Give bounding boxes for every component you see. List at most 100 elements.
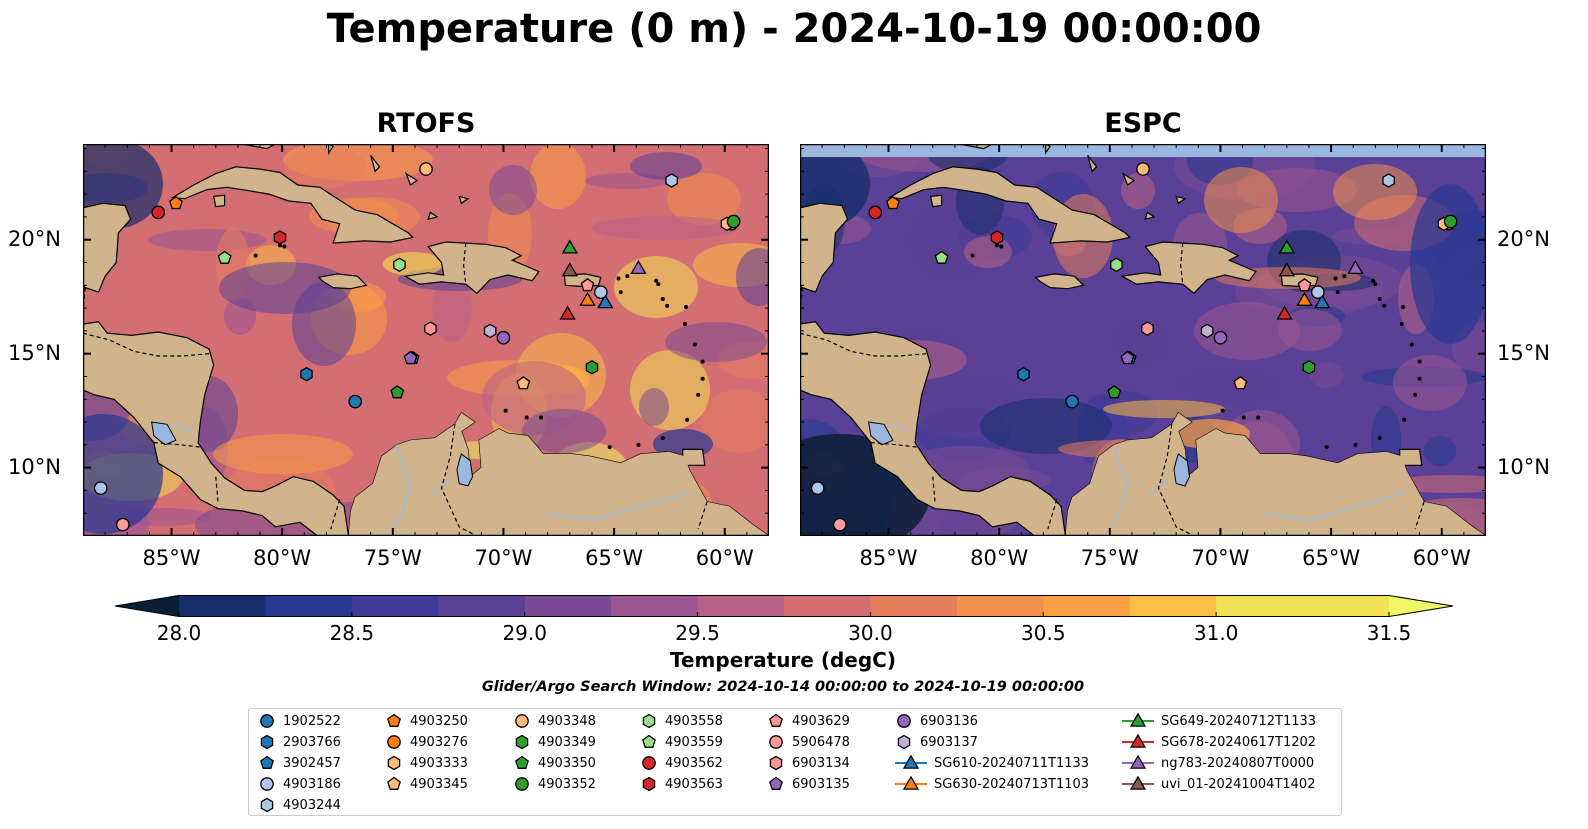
y-tick-label-right: 10°N [1497,454,1550,479]
circle-marker-icon [387,735,401,749]
circle-marker-icon [260,714,274,728]
land-yucatan [83,202,132,293]
legend-item: SG649-20240712T1133 [1121,711,1316,731]
land-bahamas-2 [370,155,381,173]
legend-marker [1129,733,1147,748]
panel-title-espc: ESPC [1104,108,1182,139]
legend-marker [515,714,529,728]
legend-item: 6903137 [894,732,978,752]
legend-item: 2903766 [257,732,341,752]
legend-item: 4903629 [766,711,850,731]
marker-4903563 [990,230,1004,245]
legend-item: SG678-20240617T1202 [1121,732,1316,752]
legend-label: 4903629 [792,713,850,729]
legend-marker [897,734,911,750]
land-central-america [83,321,350,536]
legend-label: 6903134 [792,755,850,771]
legend-item: SG630-20240713T1103 [894,774,1089,794]
legend-item: 4903558 [639,711,723,731]
marker-SG678-20240617T1202 [559,305,576,320]
legend-item: uvi_01-20241004T1402 [1121,774,1315,794]
legend-marker [769,776,783,790]
marker-6903134 [424,321,437,336]
legend-item: 4903348 [512,711,596,731]
legend-item: 6903135 [766,774,850,794]
y-tick-label-right: 20°N [1497,226,1550,251]
marker-4903629 [1297,277,1312,292]
espc-map-panel [800,144,1486,536]
x-tick-label-rtofs: 65°W [585,546,644,570]
x-tick-label-rtofs: 85°W [142,546,201,570]
colorbar-segment [1129,595,1217,617]
colorbar-segment [611,595,699,617]
pentagon-marker-icon [769,713,783,727]
colorbar-tick-label: 28.0 [156,621,202,645]
legend-item: 1902522 [257,711,341,731]
legend-label: SG610-20240711T1133 [934,755,1090,771]
x-tick-label-rtofs: 70°W [474,546,533,570]
rivers [173,423,690,530]
legend-marker [1129,775,1147,790]
marker-ng783-20240807T0000 [630,259,647,275]
circle-marker-icon [897,714,911,728]
legend-marker [642,713,656,729]
land-jamaica [317,273,368,290]
marker-4903559 [934,250,949,264]
legend-label: 4903348 [538,713,596,729]
legend-label: 4903562 [665,755,723,771]
marker-4903348 [1136,162,1150,176]
colorbar-extend-low [115,595,179,617]
land-turks [1175,195,1187,205]
legend-item: SG610-20240711T1133 [894,753,1089,773]
panel-title-rtofs: RTOFS [376,108,476,139]
legend-marker [260,797,274,813]
colorbar-extend-high [1389,595,1453,617]
marker-4903563 [273,230,287,245]
pentagon-marker-icon [387,776,401,790]
marker-2903766 [300,366,313,382]
rtofs-map-panel [83,144,769,536]
hexagon-marker-icon [769,755,783,771]
search-window-text: Glider/Argo Search Window: 2024-10-14 00… [481,679,1085,695]
legend-label: 2903766 [283,734,341,750]
legend-marker [897,714,911,728]
marker-4903345 [1233,375,1248,390]
y-tick-label-right: 15°N [1497,340,1550,365]
pentagon-marker-icon [642,734,656,748]
legend-item: ng783-20240807T0000 [1121,753,1314,773]
legend-label: 4903350 [538,755,596,771]
x-tick-label-espc: 75°W [1080,546,1139,570]
marker-4903349 [585,360,599,375]
legend-label: uvi_01-20241004T1402 [1161,776,1316,792]
pentagon-marker-icon [515,755,529,769]
marker-SG678-20240617T1202 [1276,305,1293,320]
land-isla-juventud [929,194,943,208]
land-isla-juventud [212,194,226,208]
colorbar-segment [265,595,353,617]
circle-marker-icon [769,735,783,749]
marker-4903629 [580,277,595,292]
marker-4903250 [886,196,900,210]
x-tick-label-espc: 65°W [1302,546,1361,570]
legend-marker [769,755,783,771]
marker-6903137 [1200,323,1214,339]
no-data-strip [800,144,1486,157]
marker-SG630-20240713T1103 [1296,291,1313,306]
legend-marker [515,777,529,791]
legend-item: 4903186 [257,774,341,794]
marker-4903352 [726,214,741,229]
legend-label: 4903345 [410,776,468,792]
marker-5906478 [833,517,847,532]
colorbar-tick-label: 31.5 [1366,621,1412,645]
triangle-marker-icon [1122,733,1154,748]
map-frame [800,144,1486,536]
colorbar-segment [870,595,958,617]
colorbar-segment [1043,595,1131,617]
colorbar-tick-label: 30.5 [1021,621,1066,645]
marker-4903244 [665,173,678,188]
circle-marker-icon [515,714,529,728]
circle-marker-icon [642,756,656,770]
legend-marker [1129,712,1147,727]
colorbar-segment [1216,595,1304,617]
lakes [867,421,1191,487]
